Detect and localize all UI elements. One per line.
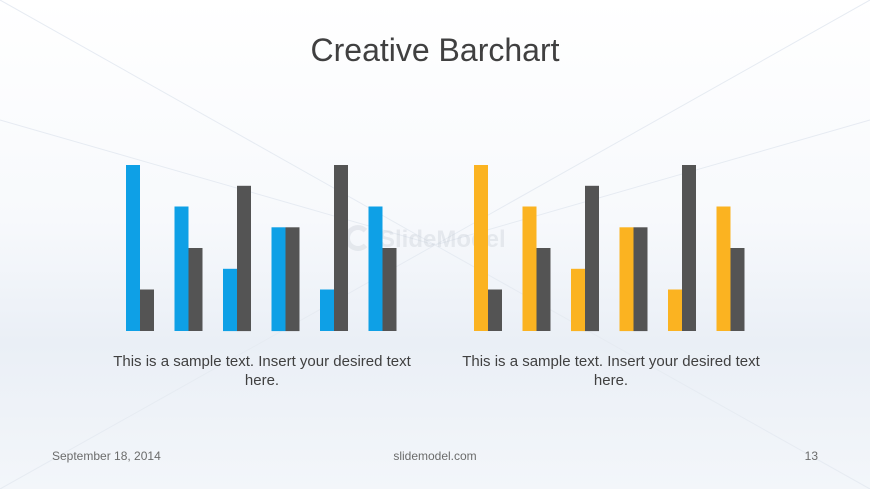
- bar-c0-g5-s0: [368, 206, 383, 331]
- bar-c0-g1-s1: [188, 248, 203, 331]
- bar-c1-g5-s0: [716, 206, 731, 331]
- bar-c1-g2-s1: [585, 185, 599, 332]
- bar-c0-g2-s1: [237, 185, 251, 332]
- bar-c1-g4-s0: [668, 289, 682, 331]
- page-number: 13: [804, 449, 818, 463]
- bar-c1-g1-s1: [536, 248, 551, 331]
- caption-left: This is a sample text. Insert your desir…: [113, 353, 411, 389]
- bar-c0-g1-s0: [174, 206, 189, 331]
- bar-c1-g5-s1: [730, 248, 745, 331]
- bar-c1-g1-s0: [522, 206, 537, 331]
- bar-c0-g4-s0: [320, 289, 334, 331]
- bar-c0-g3-s0: [271, 227, 286, 332]
- bar-c1-g0-s1: [488, 289, 502, 331]
- bar-chart-yellow: [468, 160, 768, 335]
- slide-title: Creative Barchart: [310, 32, 560, 68]
- bar-chart-blue-svg: [126, 165, 397, 332]
- bar-chart-yellow-svg: [474, 165, 745, 332]
- bar-c0-g3-s1: [285, 227, 300, 332]
- bar-chart-blue: [120, 160, 420, 335]
- bar-c1-g2-s0: [571, 268, 585, 332]
- bar-c0-g2-s0: [223, 268, 237, 332]
- bar-c1-g0-s0: [474, 165, 488, 331]
- bar-c1-g3-s0: [619, 227, 634, 332]
- footer-date: September 18, 2014: [52, 449, 161, 463]
- bar-c0-g4-s1: [334, 165, 348, 331]
- footer-site: slidemodel.com: [393, 449, 477, 463]
- bar-c0-g0-s0: [126, 165, 140, 331]
- bar-c0-g0-s1: [140, 289, 154, 331]
- bar-c1-g3-s1: [633, 227, 648, 332]
- bar-c0-g5-s1: [382, 248, 397, 331]
- caption-right: This is a sample text. Insert your desir…: [462, 353, 760, 389]
- bar-c1-g4-s1: [682, 165, 696, 331]
